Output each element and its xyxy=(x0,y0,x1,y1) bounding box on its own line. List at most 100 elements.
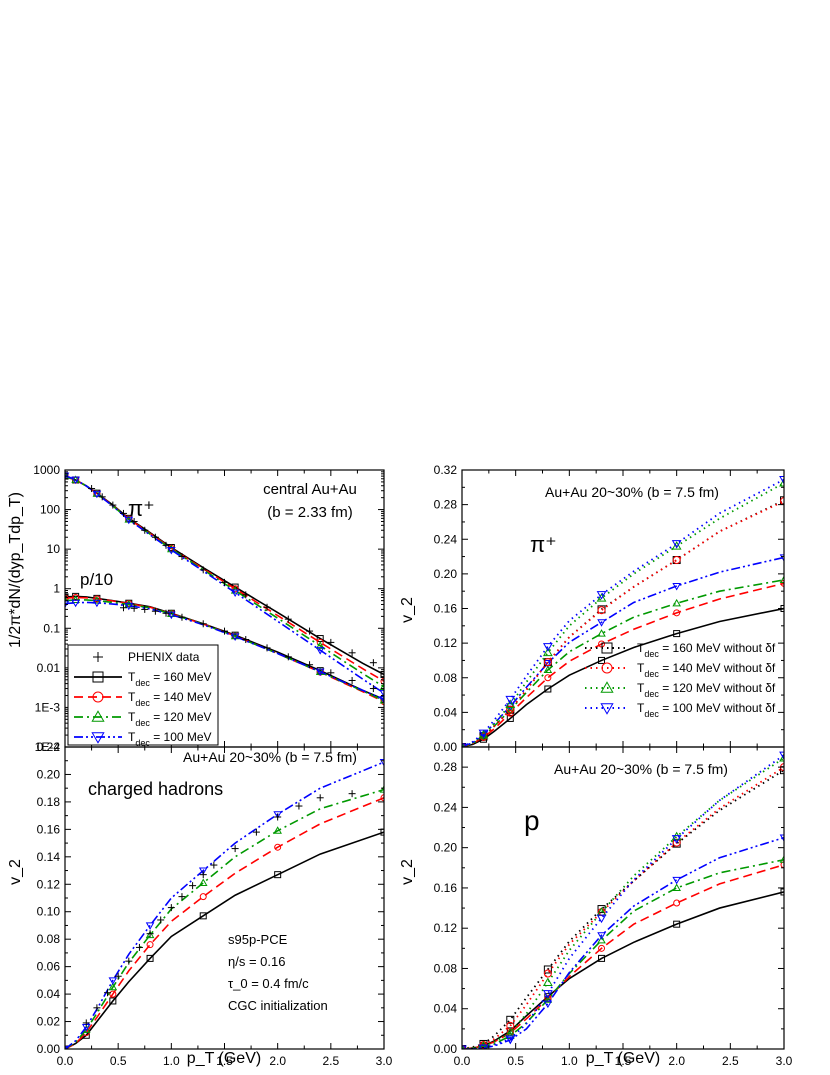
y-tick-label: 0.12 xyxy=(37,877,61,891)
v2-proton-system-label: Au+Au 20~30% (b = 7.5 fm) xyxy=(554,761,728,777)
data-point xyxy=(199,871,207,879)
spectra-impact-label: (b = 2.33 fm) xyxy=(267,504,352,521)
series-point xyxy=(379,682,384,690)
y-tick-label: 0.22 xyxy=(37,740,61,754)
series-t-dec-160-mev xyxy=(65,828,384,1049)
data-point xyxy=(93,1004,101,1012)
data-point xyxy=(348,676,356,684)
series-point xyxy=(779,753,784,762)
series-line xyxy=(462,482,784,747)
series-point xyxy=(779,477,784,487)
series-point xyxy=(597,935,606,944)
x-tick-label: 3.0 xyxy=(376,1054,393,1068)
plot-frame xyxy=(64,746,385,1050)
panel-spectra: 1000 100 10 1 0.1 0.01 1E-3 1E-4 PHENIX data Tdec… xyxy=(33,463,385,754)
y-tick-label: 0.01 xyxy=(37,661,61,675)
data-point xyxy=(130,604,138,612)
series-point xyxy=(505,1035,516,1044)
series-point xyxy=(380,828,384,836)
series-point xyxy=(779,575,784,583)
legend-marker xyxy=(91,710,105,722)
series-point xyxy=(71,476,80,485)
series-point xyxy=(92,599,102,608)
series-t-dec-100-mev xyxy=(65,759,384,1049)
series-point xyxy=(71,595,80,604)
series-t-dec-120-mev xyxy=(65,785,384,1049)
data-point xyxy=(199,620,207,628)
series-point xyxy=(124,516,134,525)
legend-marker xyxy=(600,681,614,693)
series-point xyxy=(597,932,606,940)
series-point xyxy=(124,515,134,523)
v2-pion-y-axis-label: v_2 xyxy=(399,597,416,623)
series-point xyxy=(780,888,784,896)
series-point xyxy=(673,899,681,907)
series-point xyxy=(199,912,207,920)
left-x-axis-label: p_T (GeV) xyxy=(187,1050,261,1067)
series-point xyxy=(542,990,553,999)
legend-label: Tdec = 100 MeV xyxy=(128,730,212,748)
series-point xyxy=(274,843,282,851)
series-point xyxy=(199,893,207,901)
x-tick-label: 1.5 xyxy=(615,1054,632,1068)
data-point xyxy=(130,517,138,525)
legend-marker xyxy=(92,691,104,703)
legend-entry: Tdec = 160 MeV without δf xyxy=(585,641,776,659)
series-point xyxy=(673,920,681,928)
y-tick-label: 0.16 xyxy=(434,881,458,895)
data-point xyxy=(210,861,218,869)
series-line xyxy=(462,769,784,1049)
data-point xyxy=(141,526,149,534)
legend-label: Tdec = 120 MeV without δf xyxy=(637,681,776,699)
tau0-label: τ_0 = 0.4 fm/c xyxy=(228,976,309,991)
series-point xyxy=(780,861,784,869)
series-point xyxy=(543,969,552,978)
series-t-dec-100-mev-without-f xyxy=(462,476,784,747)
data-point xyxy=(157,916,165,924)
y-tick-label: 0.12 xyxy=(434,921,458,935)
data-point xyxy=(263,644,271,652)
series-line xyxy=(65,474,384,694)
series-point xyxy=(315,641,325,649)
y-tick-label: 0.16 xyxy=(434,602,458,616)
series-point xyxy=(230,589,240,598)
legend-marker xyxy=(601,642,613,654)
series-point xyxy=(597,629,606,637)
y-tick-label: 0.08 xyxy=(37,932,61,946)
series-point xyxy=(543,658,552,667)
series-point xyxy=(671,540,682,549)
x-tick-label: 0.0 xyxy=(454,1054,471,1068)
series-point xyxy=(543,665,553,674)
charged-hadrons-label: charged hadrons xyxy=(88,779,223,799)
series-t-dec-100-mev xyxy=(462,834,784,1049)
data-point xyxy=(104,989,112,997)
series-point xyxy=(145,930,155,939)
data-point xyxy=(369,685,377,693)
series-point xyxy=(597,905,606,914)
series-t-dec-160-mev xyxy=(462,888,784,1049)
y-tick-label: 1E-4 xyxy=(35,740,61,754)
data-point xyxy=(82,1019,90,1027)
y-tick-label: 0.00 xyxy=(434,1042,458,1056)
data-point xyxy=(306,661,314,669)
series-point xyxy=(379,785,384,793)
data-point xyxy=(135,943,143,951)
legend-label: Tdec = 140 MeV without δf xyxy=(637,661,776,679)
plot-frame xyxy=(461,746,785,1050)
series-line xyxy=(462,858,784,1049)
series-line xyxy=(65,475,384,688)
series-point xyxy=(379,696,384,704)
y-tick-label: 100 xyxy=(40,503,60,517)
series-line xyxy=(65,797,384,1049)
y-tick-label: 1000 xyxy=(33,463,60,477)
legend-entry: Tdec = 120 MeV without δf xyxy=(585,681,776,699)
data-point xyxy=(284,653,292,661)
v2-pion-system-label: Au+Au 20~30% (b = 7.5 fm) xyxy=(545,484,719,500)
series-point xyxy=(779,751,784,761)
series-point xyxy=(779,855,784,863)
data-point xyxy=(295,802,303,810)
data-point xyxy=(151,533,159,541)
data-point xyxy=(306,627,314,635)
series-point xyxy=(380,695,384,703)
data-point xyxy=(252,828,260,836)
